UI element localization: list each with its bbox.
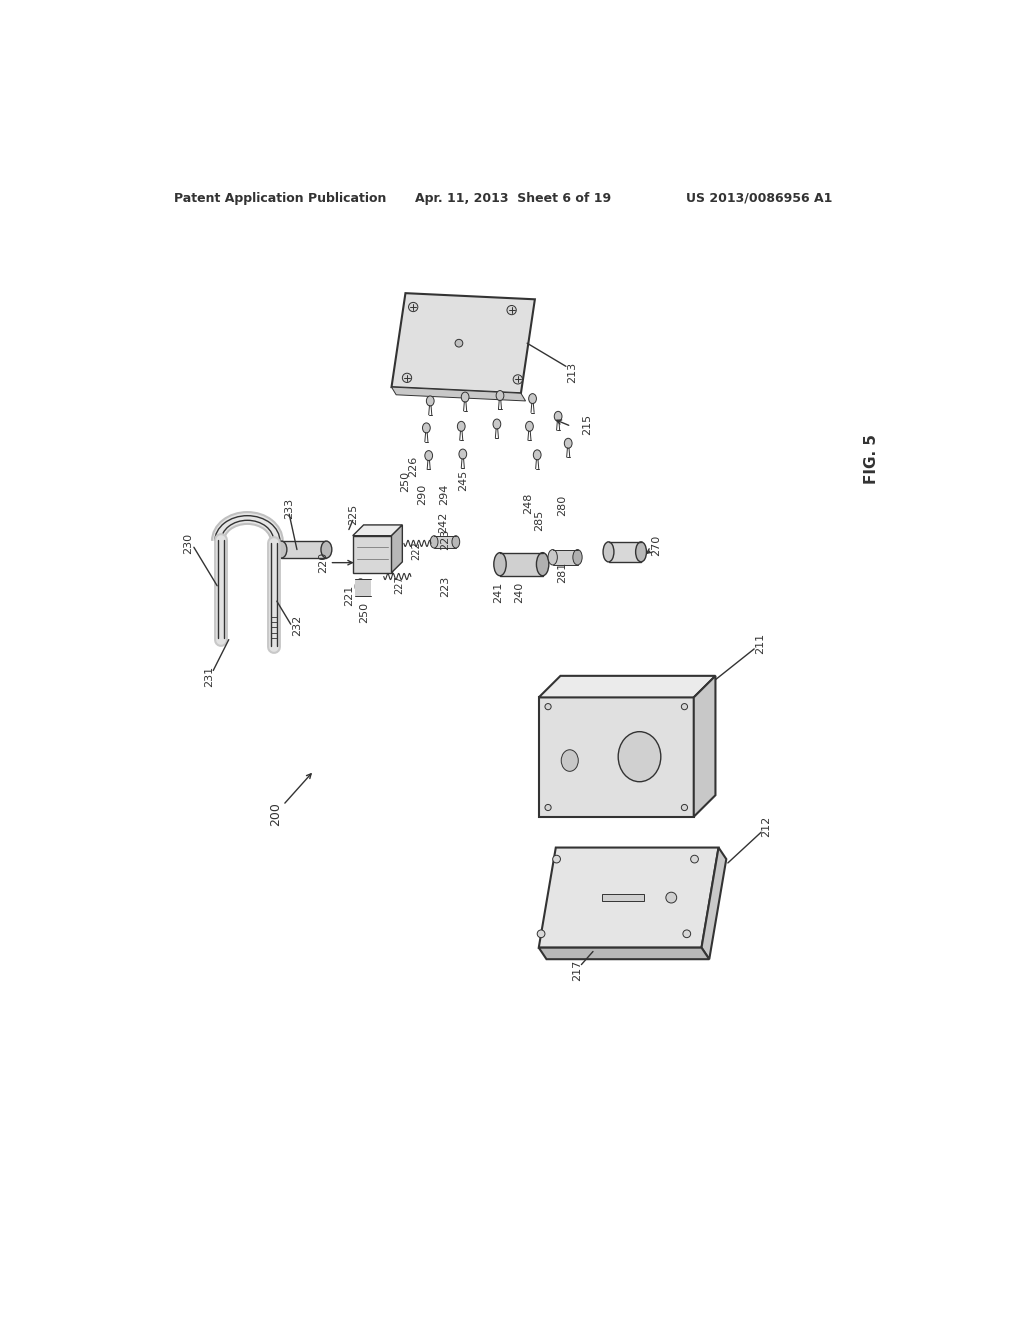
Text: 217: 217 [572, 960, 583, 981]
Ellipse shape [564, 438, 572, 449]
Text: 240: 240 [514, 582, 524, 603]
Text: 220: 220 [318, 552, 329, 573]
Circle shape [683, 929, 690, 937]
Bar [355, 578, 371, 595]
Ellipse shape [425, 450, 432, 461]
Polygon shape [539, 697, 693, 817]
Ellipse shape [525, 421, 534, 432]
Text: 285: 285 [534, 510, 544, 531]
Text: 281: 281 [557, 562, 567, 583]
Circle shape [545, 704, 551, 710]
Text: Patent Application Publication: Patent Application Publication [174, 191, 387, 205]
Polygon shape [539, 847, 719, 948]
Bar [553, 549, 578, 565]
Circle shape [507, 305, 516, 314]
Circle shape [545, 804, 551, 810]
Ellipse shape [528, 393, 537, 404]
Circle shape [455, 339, 463, 347]
Circle shape [553, 855, 560, 863]
Circle shape [690, 855, 698, 863]
Ellipse shape [534, 450, 541, 459]
Text: US 2013/0086956 A1: US 2013/0086956 A1 [686, 191, 833, 205]
Ellipse shape [426, 396, 434, 407]
Text: 270: 270 [651, 535, 662, 556]
Text: 280: 280 [557, 494, 567, 516]
Polygon shape [693, 676, 716, 817]
Circle shape [409, 302, 418, 312]
Text: 223: 223 [440, 576, 450, 597]
Text: 242: 242 [438, 511, 449, 532]
Ellipse shape [321, 541, 332, 558]
Text: 230: 230 [183, 533, 194, 554]
Text: Apr. 11, 2013  Sheet 6 of 19: Apr. 11, 2013 Sheet 6 of 19 [415, 191, 611, 205]
Text: 233: 233 [285, 498, 294, 519]
Ellipse shape [554, 412, 562, 421]
Polygon shape [352, 536, 391, 573]
Text: 245: 245 [458, 470, 468, 491]
Ellipse shape [461, 392, 469, 403]
Text: 223: 223 [440, 529, 450, 550]
Bar [608, 543, 641, 562]
Ellipse shape [548, 549, 557, 565]
Ellipse shape [494, 553, 506, 576]
Circle shape [666, 892, 677, 903]
Text: 226: 226 [409, 455, 418, 477]
Text: 290: 290 [418, 483, 427, 504]
Text: 222: 222 [412, 541, 421, 561]
Ellipse shape [458, 421, 465, 432]
Polygon shape [701, 847, 726, 960]
Ellipse shape [423, 422, 430, 433]
Ellipse shape [603, 543, 614, 562]
Text: 200: 200 [268, 803, 282, 826]
Circle shape [681, 704, 687, 710]
Bar [500, 553, 543, 576]
Text: 294: 294 [439, 483, 450, 504]
Polygon shape [391, 293, 535, 393]
Text: 227: 227 [394, 576, 404, 594]
Circle shape [538, 929, 545, 937]
Text: 250: 250 [400, 471, 411, 492]
Ellipse shape [572, 549, 583, 565]
Ellipse shape [493, 418, 501, 429]
Ellipse shape [430, 536, 438, 548]
Bar [282, 541, 327, 558]
Text: 213: 213 [567, 362, 578, 383]
Text: 248: 248 [523, 492, 532, 513]
Text: 211: 211 [756, 632, 765, 655]
Polygon shape [391, 387, 525, 401]
Text: 221: 221 [344, 585, 354, 606]
Polygon shape [352, 525, 402, 536]
Polygon shape [539, 948, 710, 960]
Text: 212: 212 [762, 816, 772, 837]
Text: 250: 250 [359, 602, 370, 623]
Ellipse shape [636, 543, 646, 562]
Text: 241: 241 [494, 582, 504, 603]
Ellipse shape [618, 731, 660, 781]
Polygon shape [391, 525, 402, 573]
Polygon shape [539, 676, 716, 697]
Ellipse shape [452, 536, 460, 548]
Ellipse shape [355, 578, 366, 594]
Text: 231: 231 [205, 667, 214, 688]
Text: FIG. 5: FIG. 5 [864, 434, 880, 483]
Text: 225: 225 [348, 503, 357, 525]
Bar [434, 536, 456, 548]
Circle shape [681, 804, 687, 810]
Ellipse shape [496, 391, 504, 400]
Ellipse shape [459, 449, 467, 459]
Ellipse shape [537, 553, 549, 576]
Circle shape [513, 375, 522, 384]
Text: 215: 215 [582, 413, 592, 434]
Circle shape [402, 374, 412, 383]
Text: 232: 232 [292, 615, 302, 636]
Bar [601, 894, 644, 902]
Ellipse shape [276, 541, 287, 558]
Ellipse shape [561, 750, 579, 771]
